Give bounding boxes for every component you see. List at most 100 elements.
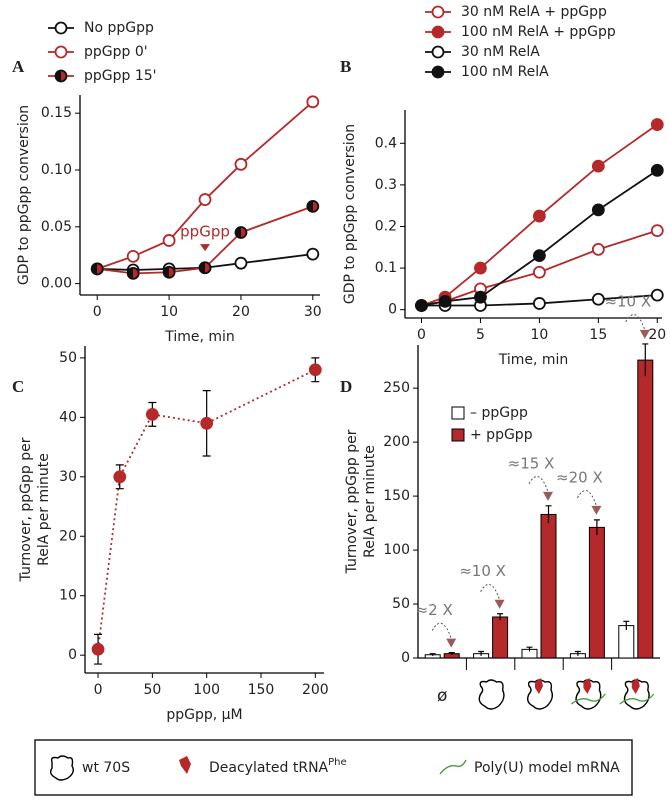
key-text: Deacylated tRNA [209, 760, 329, 776]
legend-label: – ppGpp [470, 405, 528, 421]
marker [591, 159, 605, 173]
error-bar [574, 650, 581, 656]
legend-label: 100 nM RelA + ppGpp [461, 24, 616, 40]
x-axis-label: ppGpp, μM [166, 707, 242, 723]
y-tick-label: 0.2 [375, 218, 397, 234]
legend-label: ppGpp 0' [84, 44, 148, 60]
legend-marker [54, 45, 68, 59]
x-tick-label: 15 [589, 327, 607, 343]
mrna-shape [570, 693, 606, 705]
legend-label: No ppGpp [84, 20, 154, 36]
annotation: ≈2 X [416, 601, 453, 619]
y-tick-label: 200 [383, 434, 410, 450]
annotation-arc [480, 583, 501, 600]
y-tick-label: 40 [59, 409, 77, 425]
annotation-arc [576, 490, 597, 507]
legend-marker [431, 25, 445, 39]
y-tick-label: 50 [59, 350, 77, 366]
panel-letter: D [340, 377, 352, 396]
key-text: Poly(U) model mRNA [474, 760, 620, 776]
error-bar [623, 620, 630, 630]
marker [474, 290, 487, 304]
y-tick-label: 30 [59, 469, 77, 485]
ribosome-icon [570, 678, 606, 710]
key-icon [49, 755, 75, 781]
mrna-shape [439, 759, 467, 775]
marker [650, 163, 664, 177]
x-tick-label: 0 [94, 682, 103, 698]
key-label: wt 70S [82, 760, 130, 776]
error-bar [545, 505, 552, 524]
marker [650, 118, 664, 131]
y-tick-label: 0.3 [375, 177, 397, 193]
bar [540, 513, 557, 659]
key-superscript: Phe [328, 757, 347, 768]
y-tick-label: 0 [68, 647, 77, 663]
legend-label: 30 nM RelA + ppGpp [461, 4, 607, 20]
x-tick-label: 10 [530, 327, 548, 343]
bar [637, 359, 654, 659]
annotation-arrow [200, 244, 211, 252]
error-bar [593, 519, 600, 535]
x-tick-label: 0 [417, 327, 426, 343]
ribosome-shape [575, 679, 602, 710]
annotation-arrow [543, 491, 553, 501]
y-axis-label: GDP to ppGpp conversion [16, 105, 32, 285]
error-bar [429, 653, 436, 656]
marker [591, 292, 605, 306]
legend-marker [431, 5, 445, 19]
marker [532, 265, 546, 279]
annotation: ≈10 X [459, 562, 506, 580]
x-tick-label: 100 [193, 682, 220, 698]
series-line [97, 368, 316, 650]
marker [306, 199, 320, 213]
legend-label: ppGpp 15' [84, 68, 157, 84]
bar [492, 616, 509, 659]
y-tick-label: 0 [388, 302, 397, 318]
trna-shape [535, 678, 543, 694]
ribosome-shape [623, 679, 650, 710]
legend-label: + ppGpp [470, 427, 533, 443]
annotation-arc [431, 622, 452, 639]
marker [308, 363, 322, 377]
annotation: ≈10 X [604, 292, 651, 310]
marker [650, 224, 664, 238]
error-bar [526, 646, 533, 652]
y-axis-label: Turnover, ppGpp per [344, 429, 360, 574]
legend-swatch [451, 428, 465, 442]
legend-marker [431, 65, 445, 79]
key-icon [179, 756, 191, 774]
annotation: ≈20 X [556, 468, 603, 486]
marker [415, 299, 428, 312]
ribosome-icon [526, 678, 554, 710]
y-tick-label: 20 [59, 528, 77, 544]
ribosome-icon [619, 678, 655, 710]
panel-letter: C [12, 377, 24, 396]
y-tick-label: 0.15 [41, 105, 72, 121]
key-text: wt 70S [82, 760, 130, 776]
marker [234, 157, 248, 171]
trna-shape [179, 756, 191, 774]
marker [532, 209, 546, 223]
series-line [96, 101, 314, 270]
annotation-arrow [639, 329, 650, 339]
x-tick-label: 30 [304, 304, 322, 320]
marker [91, 642, 105, 656]
panel-letter: A [12, 57, 25, 76]
annotation-arrow [446, 638, 457, 648]
legend-marker [431, 45, 445, 59]
key-box [34, 739, 633, 796]
marker [591, 203, 605, 217]
annotation-arc [625, 314, 646, 331]
annotation-arrow [494, 599, 505, 609]
ribosome-shape [526, 679, 554, 710]
y-tick-label: 0 [401, 650, 410, 666]
marker [90, 262, 104, 276]
marker [474, 261, 487, 275]
y-tick-label: 0.4 [375, 135, 397, 151]
ribosome-shape [49, 755, 75, 781]
marker [234, 226, 248, 239]
annotation-arc [528, 476, 549, 492]
x-tick-label: ø [437, 686, 447, 706]
